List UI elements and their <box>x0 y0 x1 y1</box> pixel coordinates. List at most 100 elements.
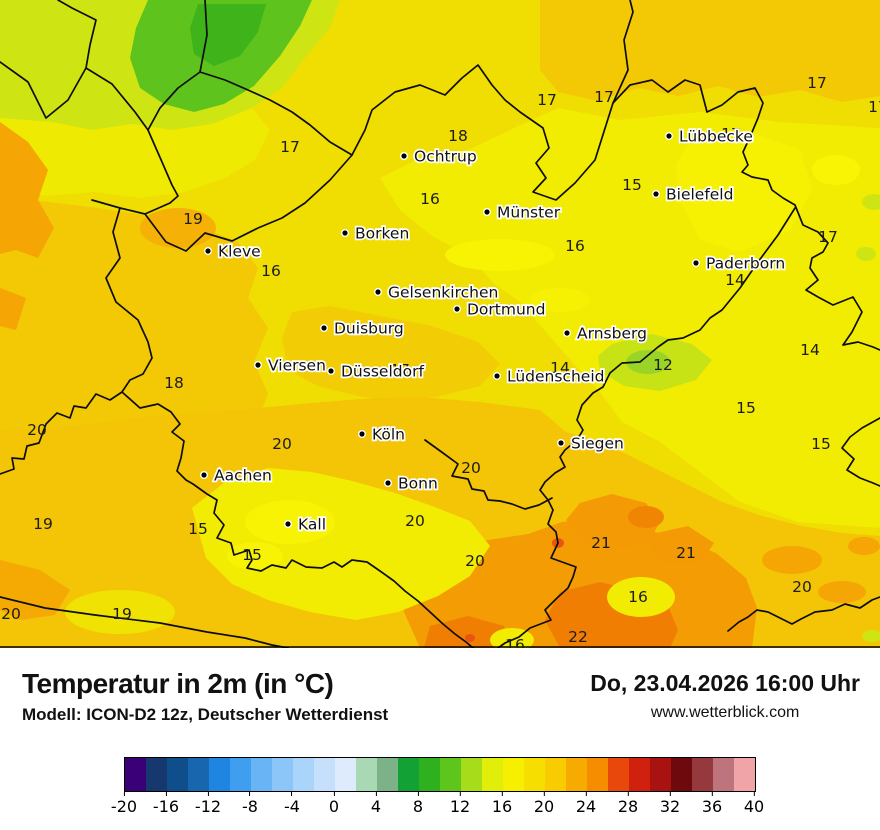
city-marker: Dortmund <box>453 299 547 320</box>
temperature-value: 21 <box>591 534 611 552</box>
city-marker: Borken <box>341 223 411 244</box>
temperature-value: 15 <box>811 435 831 453</box>
city-marker: Gelsenkirchen <box>374 282 500 303</box>
city-label: Münster <box>497 204 561 222</box>
city-marker: Lüdenscheid <box>493 366 606 387</box>
temperature-value: 14 <box>550 359 570 377</box>
scale-tick: 20 <box>534 792 554 816</box>
caption-area: Temperatur in 2m (in °C) Modell: ICON-D2… <box>0 648 880 830</box>
city-label: Kall <box>298 516 326 534</box>
tick-label: -16 <box>152 797 180 816</box>
tick-mark <box>543 792 545 796</box>
tick-mark <box>375 792 377 796</box>
forecast-datetime: Do, 23.04.2026 16:00 Uhr <box>590 670 860 696</box>
city-label: Arnsberg <box>577 325 647 343</box>
scale-segment <box>419 758 440 791</box>
city-label: Lüdenscheid <box>507 368 605 386</box>
temperature-value: 20 <box>405 512 425 530</box>
scale-segment <box>335 758 356 791</box>
city-marker: Paderborn <box>692 253 787 274</box>
city-marker: Aachen <box>199 465 274 486</box>
city-dot-icon <box>203 246 212 255</box>
city-dot-icon <box>253 361 262 370</box>
temperature-value: 15 <box>736 399 756 417</box>
scale-segment <box>314 758 335 791</box>
tick-mark <box>669 792 671 796</box>
city-label: Kleve <box>218 243 261 261</box>
scale-tick: 28 <box>618 792 638 816</box>
city-marker: Lübbecke <box>665 126 755 147</box>
tick-mark <box>627 792 629 796</box>
tick-label: 32 <box>659 797 681 816</box>
border-lines <box>0 0 880 648</box>
temperature-value: 16 <box>505 636 525 648</box>
temperature-readings: 17 17 17 18 17 17 17 15 16 19 16 16 17 14 18 17 14 12 14 15… <box>1 74 880 648</box>
temperature-value: 22 <box>568 628 588 646</box>
city-dot-icon <box>665 131 674 140</box>
temperature-value: 20 <box>1 605 21 623</box>
tick-label: 12 <box>449 797 471 816</box>
scale-tick: -20 <box>111 792 137 816</box>
scale-segment <box>461 758 482 791</box>
scale-tick-labels: -20 -16 -12 -8 -4 0 4 8 12 16 20 24 28 32 36 40 <box>111 792 764 818</box>
tick-label: 0 <box>328 797 340 816</box>
scale-segment <box>209 758 230 791</box>
scale-segment <box>293 758 314 791</box>
temperature-value: 19 <box>112 605 132 623</box>
scale-segment <box>398 758 419 791</box>
tick-label: 8 <box>412 797 424 816</box>
temperature-value: 21 <box>676 544 696 562</box>
tick-label: 16 <box>491 797 513 816</box>
tick-mark <box>501 792 503 796</box>
temperature-value: 15 <box>188 520 208 538</box>
scale-tick: 24 <box>576 792 596 816</box>
tick-mark <box>249 792 251 796</box>
city-marker: Düsseldorf <box>327 361 426 382</box>
city-dot-icon <box>483 207 492 216</box>
scale-segment <box>503 758 524 791</box>
scale-segment <box>587 758 608 791</box>
temperature-value: 14 <box>800 341 820 359</box>
scale-segment <box>629 758 650 791</box>
city-label: Duisburg <box>334 320 404 338</box>
scale-tick: 12 <box>450 792 470 816</box>
scale-segment <box>608 758 629 791</box>
temperature-map-canvas: 17 17 17 18 17 17 17 15 16 19 16 16 17 14 18 17 14 12 14 15… <box>0 0 880 648</box>
city-dot-icon <box>320 324 329 333</box>
tick-mark <box>417 792 419 796</box>
city-label: Bielefeld <box>666 186 733 204</box>
city-dot-icon <box>493 372 502 381</box>
temperature-value: 19 <box>183 210 203 228</box>
scale-segment <box>566 758 587 791</box>
temperature-field <box>0 0 880 648</box>
tick-label: -12 <box>194 797 222 816</box>
scale-segment <box>272 758 293 791</box>
scale-segment <box>230 758 251 791</box>
city-dot-icon <box>358 430 367 439</box>
temperature-value: 17 <box>594 88 614 106</box>
temperature-value: 16 <box>261 262 281 280</box>
city-dot-icon <box>284 520 293 529</box>
tick-label: -4 <box>284 797 300 816</box>
tick-mark <box>333 792 335 796</box>
temperature-value: 16 <box>628 588 648 606</box>
scale-tick: -16 <box>153 792 179 816</box>
city-dot-icon <box>453 305 462 314</box>
city-label: Paderborn <box>706 255 785 273</box>
tick-mark <box>459 792 461 796</box>
city-label: Aachen <box>214 467 272 485</box>
model-info: Modell: ICON-D2 12z, Deutscher Wetterdie… <box>22 705 389 724</box>
scale-tick: 4 <box>371 792 381 816</box>
city-marker: Ochtrup <box>400 146 478 167</box>
scale-tick: 32 <box>660 792 680 816</box>
temperature-value: 17 <box>537 91 557 109</box>
city-label: Siegen <box>571 435 624 453</box>
scale-segment <box>482 758 503 791</box>
city-label: Ochtrup <box>414 148 477 166</box>
city-dot-icon <box>327 367 336 376</box>
temperature-value: 20 <box>27 421 47 439</box>
scale-segment <box>545 758 566 791</box>
scale-tick: 16 <box>492 792 512 816</box>
scale-tick: 8 <box>413 792 423 816</box>
city-dot-icon <box>199 471 208 480</box>
